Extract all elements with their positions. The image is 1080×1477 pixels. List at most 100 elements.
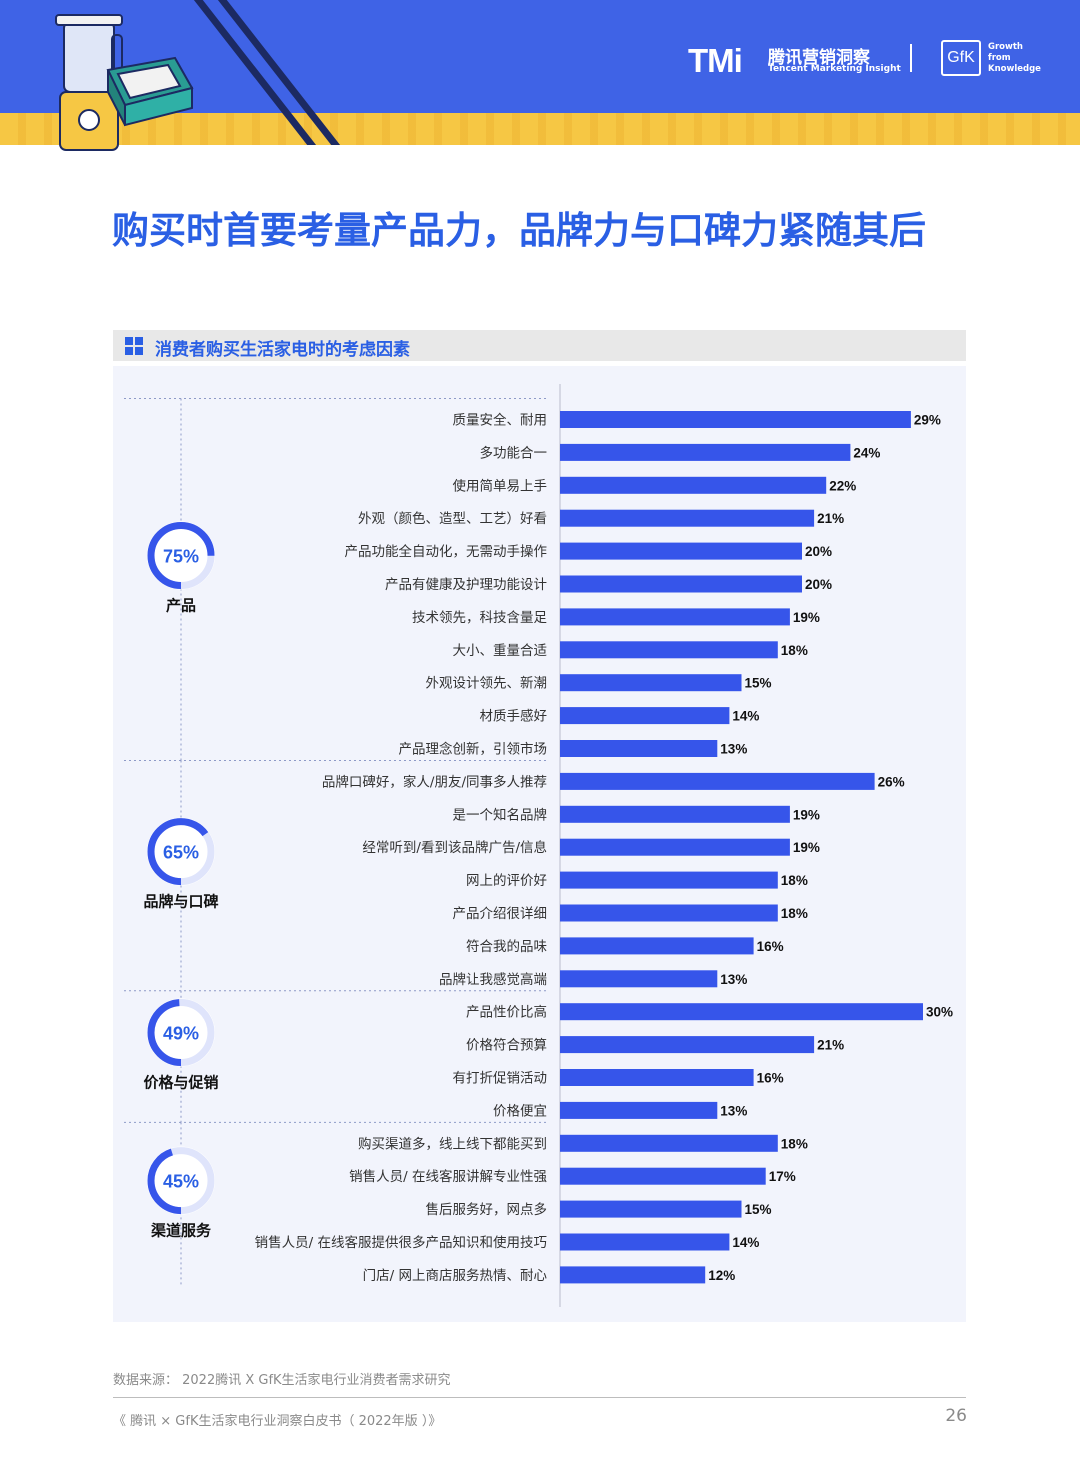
group-name-label: 品牌与口碑 xyxy=(143,893,218,911)
bar-value-label: 24% xyxy=(853,445,880,460)
bar-value-label: 18% xyxy=(781,1136,808,1151)
donut-progress xyxy=(147,999,215,1067)
bar-category-label: 门店/ 网上商店服务热情、耐心 xyxy=(363,1268,548,1284)
bar xyxy=(560,1036,815,1054)
bar xyxy=(560,838,790,856)
donut-background xyxy=(147,1146,215,1215)
bar xyxy=(560,575,802,593)
appliance-illustration-icon xyxy=(55,14,194,151)
bar-value-label: 13% xyxy=(720,1103,747,1118)
bar-category-label: 外观（颜色、造型、工艺）好看 xyxy=(358,510,547,527)
bar xyxy=(560,1069,754,1086)
group-share-label: 45% xyxy=(163,1172,199,1192)
gfk-tagline-line: from xyxy=(988,53,1011,63)
bar-category-label: 购买渠道多，线上线下都能买到 xyxy=(358,1135,547,1152)
bar-value-label: 19% xyxy=(793,840,820,855)
donut-background xyxy=(147,521,215,590)
bar xyxy=(560,1167,766,1185)
bar-category-label: 销售人员/ 在线客服提供很多产品知识和使用技巧 xyxy=(255,1234,547,1251)
bar-value-label: 18% xyxy=(781,643,808,658)
bar-category-label: 网上的评价好 xyxy=(466,873,547,889)
chart-title: 消费者购买生活家电时的考虑因素 xyxy=(155,340,410,360)
bar-category-label: 是一个知名品牌 xyxy=(453,806,548,823)
gfk-logo: GfK xyxy=(941,40,981,76)
bar-value-label: 17% xyxy=(769,1169,796,1184)
bar xyxy=(560,904,778,922)
bar-category-label: 价格便宜 xyxy=(493,1103,547,1119)
bar-category-label: 多功能合一 xyxy=(480,444,548,461)
bar-category-label: 销售人员/ 在线客服讲解专业性强 xyxy=(349,1168,547,1185)
donut-progress xyxy=(147,818,215,886)
bar xyxy=(560,772,875,790)
group-name-label: 渠道服务 xyxy=(151,1222,212,1240)
bar-value-label: 15% xyxy=(745,676,772,691)
gfk-tagline-line: Knowledge xyxy=(988,64,1041,74)
logo-divider xyxy=(910,44,912,72)
bar xyxy=(560,937,754,955)
bar-value-label: 16% xyxy=(757,939,784,954)
tmi-logo: TMi xyxy=(688,42,743,79)
bar-category-label: 外观设计领先、新潮 xyxy=(426,676,548,692)
bar-value-label: 13% xyxy=(720,742,747,757)
bar-value-label: 26% xyxy=(878,774,905,789)
bar-value-label: 16% xyxy=(757,1071,784,1086)
bar-value-label: 21% xyxy=(817,1038,844,1053)
group-name-label: 价格与促销 xyxy=(143,1074,218,1092)
banner-stripe xyxy=(0,113,1080,145)
chart-panel xyxy=(113,366,966,1322)
bar xyxy=(560,411,911,428)
page-number: 26 xyxy=(945,1406,967,1426)
bar xyxy=(560,1101,718,1119)
bar-category-label: 品牌口碑好，家人/朋友/同事多人推荐 xyxy=(322,773,547,790)
bar-category-label: 大小、重量合适 xyxy=(453,643,548,659)
bar-category-label: 产品理念创新，引领市场 xyxy=(399,741,548,758)
bar xyxy=(560,871,778,889)
bar-category-label: 品牌让我感觉高端 xyxy=(439,971,547,988)
bar-category-label: 符合我的品味 xyxy=(466,939,547,955)
bar xyxy=(560,1233,730,1251)
bar-category-label: 售后服务好，网点多 xyxy=(426,1201,548,1218)
bar xyxy=(560,542,802,560)
bar-category-label: 产品介绍很详细 xyxy=(453,906,548,922)
tmi-logo-en: Tencent Marketing Insight xyxy=(768,64,901,74)
group-share-label: 75% xyxy=(163,547,199,567)
bar xyxy=(560,443,851,461)
gfk-tagline-line: Growth xyxy=(988,42,1023,52)
bar xyxy=(560,1200,742,1218)
bar-value-label: 21% xyxy=(817,511,844,526)
bar-category-label: 质量安全、耐用 xyxy=(453,412,548,429)
donut-background xyxy=(147,817,215,886)
bar-category-label: 产品有健康及护理功能设计 xyxy=(385,576,547,593)
bar-value-label: 30% xyxy=(926,1005,953,1020)
page-title: 购买时首要考量产品力，品牌力与口碑力紧随其后 xyxy=(112,209,926,252)
bar xyxy=(560,970,718,988)
bar-category-label: 材质手感好 xyxy=(480,708,548,725)
tmi-logo-cn: 腾讯营销洞察 xyxy=(768,48,870,68)
bar xyxy=(560,1266,706,1284)
donut-progress xyxy=(147,522,215,589)
bar-category-label: 经常听到/看到该品牌广告/信息 xyxy=(362,839,547,856)
bar xyxy=(560,1134,778,1152)
footer-divider xyxy=(113,1397,966,1398)
bar xyxy=(560,641,778,659)
bar-value-label: 19% xyxy=(793,610,820,625)
bar xyxy=(560,608,790,626)
footer-publication: 《 腾讯 × GfK生活家电行业洞察白皮书（ 2022年版 ）》 xyxy=(113,1414,442,1429)
bar-category-label: 使用简单易上手 xyxy=(453,477,548,494)
bar xyxy=(560,674,742,692)
bar xyxy=(560,476,827,494)
bar xyxy=(560,707,730,725)
bar-value-label: 14% xyxy=(732,709,759,724)
donut-background xyxy=(147,998,215,1067)
donut-progress xyxy=(147,1147,215,1215)
bar-value-label: 22% xyxy=(829,478,856,493)
bar xyxy=(560,509,815,527)
bar xyxy=(560,740,718,757)
bar xyxy=(560,1003,923,1021)
bar-value-label: 18% xyxy=(781,873,808,888)
bar-value-label: 13% xyxy=(720,972,747,987)
bar-value-label: 15% xyxy=(745,1202,772,1217)
bar-value-label: 14% xyxy=(732,1235,759,1250)
grid-icon xyxy=(125,337,143,355)
